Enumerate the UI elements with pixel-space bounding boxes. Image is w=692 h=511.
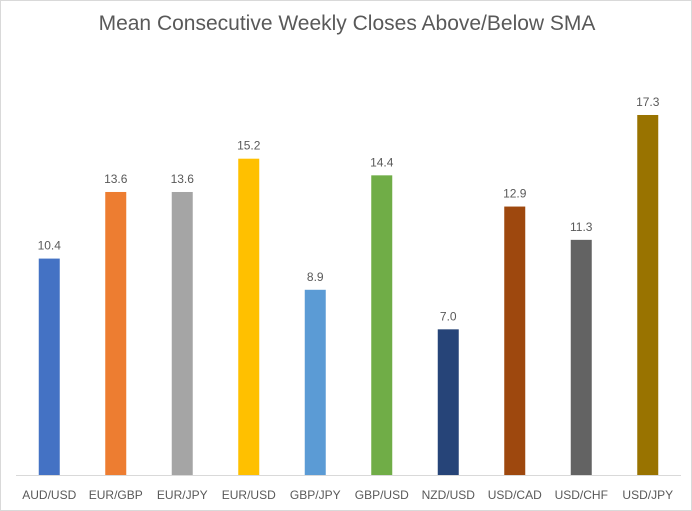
x-tick-label-usd-chf: USD/CHF — [555, 488, 608, 502]
bar-gbp-usd — [371, 175, 393, 475]
bar-gbp-jpy — [304, 289, 326, 475]
bar-usd-cad — [504, 206, 526, 476]
data-label-gbp-jpy: 8.9 — [307, 270, 324, 284]
data-label-eur-jpy: 13.6 — [171, 172, 195, 186]
bar-aud-usd — [38, 258, 60, 475]
x-tick-label-gbp-usd: GBP/USD — [355, 488, 409, 502]
bar-eur-gbp — [105, 191, 127, 476]
x-tick-label-usd-jpy: USD/JPY — [622, 488, 673, 502]
x-tick-label-eur-jpy: EUR/JPY — [157, 488, 208, 502]
bar-usd-jpy — [637, 114, 659, 476]
data-label-eur-gbp: 13.6 — [104, 172, 128, 186]
x-tick-label-eur-gbp: EUR/GBP — [89, 488, 143, 502]
x-tick-label-gbp-jpy: GBP/JPY — [290, 488, 341, 502]
data-label-usd-jpy: 17.3 — [636, 95, 660, 109]
data-label-aud-usd: 10.4 — [38, 239, 62, 253]
data-label-eur-usd: 15.2 — [237, 139, 261, 153]
data-label-usd-chf: 11.3 — [570, 220, 593, 234]
data-label-nzd-usd: 7.0 — [440, 309, 457, 323]
bar-usd-chf — [570, 239, 592, 475]
x-tick-label-usd-cad: USD/CAD — [488, 488, 542, 502]
bar-eur-usd — [238, 158, 260, 475]
data-label-usd-cad: 12.9 — [503, 187, 527, 201]
bar-nzd-usd — [437, 329, 459, 475]
x-tick-label-nzd-usd: NZD/USD — [422, 488, 476, 502]
data-label-gbp-usd: 14.4 — [370, 155, 394, 169]
x-tick-label-aud-usd: AUD/USD — [22, 488, 76, 502]
chart-title: Mean Consecutive Weekly Closes Above/Bel… — [98, 12, 596, 35]
bar-eur-jpy — [171, 191, 193, 476]
x-tick-label-eur-usd: EUR/USD — [222, 488, 276, 502]
